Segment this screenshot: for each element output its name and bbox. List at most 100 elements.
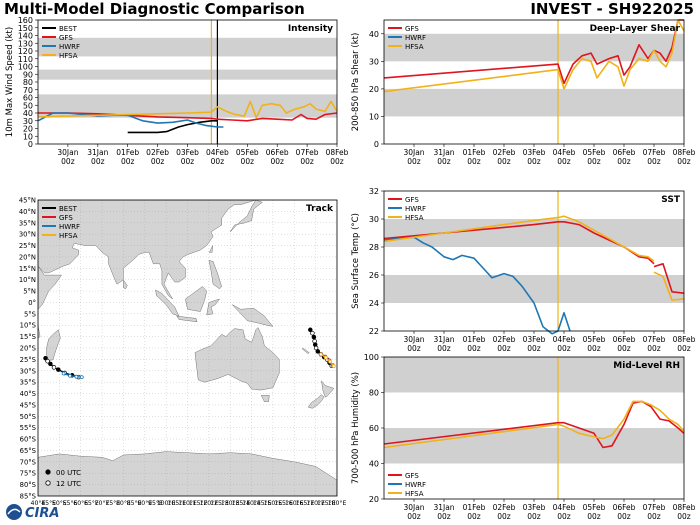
sst-ytick-label: 24 — [369, 299, 379, 308]
shear-xtick-sub: 00z — [587, 157, 601, 166]
rh-legend-label: GFS — [405, 472, 419, 480]
track-lon-label: 150°E — [264, 499, 283, 507]
intensity-ylabel: 10m Max Wind Speed (kt) — [5, 27, 15, 137]
intensity-ytick-label: 160 — [18, 16, 33, 25]
sst-xtick-sub: 00z — [557, 344, 571, 353]
track-lon-label: 90°E — [137, 499, 152, 507]
shear-xtick-label: 05Feb — [583, 148, 606, 157]
asia-landmass — [38, 200, 337, 300]
rh-xtick-sub: 00z — [467, 512, 481, 521]
sst-xtick-label: 31Jan — [433, 335, 454, 344]
shear-xtick-label: 30Jan — [403, 148, 424, 157]
track-lat-label: 80°S — [20, 481, 36, 489]
intensity-xtick-label: 01Feb — [116, 148, 139, 157]
australia — [194, 327, 280, 391]
shear-xtick-label: 31Jan — [433, 148, 454, 157]
track-lon-label: 175°E — [317, 499, 336, 507]
track-lon-label: 45°E — [41, 499, 56, 507]
philippines — [208, 260, 222, 290]
shear-ytick-label: 40 — [369, 30, 379, 39]
rh-xtick-label: 04Feb — [553, 503, 576, 512]
track-point-hfsa — [331, 364, 336, 369]
track-lon-label: 115°E — [189, 499, 208, 507]
intensity-xtick-sub: 00z — [121, 157, 135, 166]
track-point-best — [56, 367, 61, 372]
intensity-ytick-label: 10 — [23, 132, 33, 141]
sst-ytick-label: 32 — [369, 187, 379, 196]
sst-xtick-sub: 00z — [617, 344, 631, 353]
rh-xtick-label: 01Feb — [463, 503, 486, 512]
track-lon-label: 55°E — [63, 499, 78, 507]
track-title: Track — [306, 204, 334, 214]
rh-title: Mid-Level RH — [613, 361, 680, 371]
taiwan — [208, 245, 213, 253]
intensity-series-hfsa — [37, 100, 338, 119]
shear-xtick-label: 08Feb — [673, 148, 696, 157]
rh-band — [384, 357, 684, 393]
track-point-hwrf — [68, 373, 72, 378]
rh-xtick-sub: 00z — [407, 512, 421, 521]
track-point-best — [310, 330, 315, 336]
track-point-best — [48, 361, 53, 367]
shear-xtick-sub: 00z — [467, 157, 481, 166]
track-lat-label: 45°N — [19, 197, 36, 205]
rh-xtick-sub: 00z — [677, 512, 691, 521]
intensity-xtick-label: 04Feb — [206, 148, 229, 157]
shear-xtick-label: 07Feb — [643, 148, 666, 157]
intensity-xtick-label: 08Feb — [326, 148, 349, 157]
intensity-band — [38, 37, 337, 57]
intensity-ytick-label: 130 — [18, 39, 33, 48]
rh-xtick-label: 08Feb — [673, 503, 696, 512]
shear-xtick-sub: 00z — [647, 157, 661, 166]
horn-of-africa — [38, 265, 62, 310]
track-line-hfsa — [320, 353, 335, 367]
intensity-title: Intensity — [288, 24, 333, 34]
track-map: 45°N 40°N 35°N 30°N 25°N 20°N 15°N 10°N 5°N 0° 5°S… — [19, 197, 347, 508]
rh-ylabel: 700-500 hPa Humidity (%) — [351, 372, 361, 484]
intensity-xtick-sub: 00z — [181, 157, 195, 166]
track-lon-label: 135°E — [231, 499, 250, 507]
track-lon-label: 100°E — [157, 499, 176, 507]
sst-xtick-label: 04Feb — [553, 335, 576, 344]
shear-xtick-label: 06Feb — [613, 148, 636, 157]
track-lat-label: 10°S — [20, 322, 36, 330]
sst-title: SST — [661, 195, 681, 205]
track-legend-label: BEST — [59, 205, 78, 213]
intensity-ytick-label: 70 — [23, 86, 33, 95]
sst-xtick-label: 05Feb — [583, 335, 606, 344]
shear-band — [384, 33, 684, 62]
intensity-ytick-label: 100 — [18, 63, 33, 72]
rh-xtick-label: 03Feb — [523, 503, 546, 512]
track-legend-label: GFS — [59, 214, 73, 222]
tasmania — [260, 395, 270, 402]
track-lat-label: 75°S — [20, 470, 36, 478]
intensity-ytick-label: 120 — [18, 47, 33, 56]
intensity-xtick-sub: 00z — [241, 157, 255, 166]
sst-legend-label: HFSA — [405, 214, 424, 222]
shear-ylabel: 200-850 hPa Shear (kt) — [351, 33, 361, 132]
intensity-ytick-label: 90 — [23, 70, 33, 79]
track-graticule — [38, 200, 337, 496]
track-point-best — [313, 345, 319, 351]
track-lon-label: 120°E — [199, 499, 218, 507]
shear-band — [384, 88, 684, 117]
track-lat-label: 65°S — [20, 447, 36, 455]
shear-xtick-label: 03Feb — [523, 148, 546, 157]
shear-legend-label: HFSA — [405, 43, 424, 51]
track-point-hfsa — [323, 355, 328, 360]
intensity-xtick-sub: 00z — [151, 157, 165, 166]
intensity-xtick-sub: 00z — [61, 157, 75, 166]
sst-legend-label: GFS — [405, 196, 419, 204]
track-lon-label: 105°E — [167, 499, 186, 507]
rh-xtick-label: 02Feb — [493, 503, 516, 512]
intensity-ytick-label: 40 — [23, 109, 33, 118]
rh-xtick-sub: 00z — [557, 512, 571, 521]
sst-xtick-label: 01Feb — [463, 335, 486, 344]
rh-chart: 20 40 60 80 100 700-500 hPa Humidity (%) Mid-L… — [351, 353, 696, 521]
rh-band — [384, 428, 684, 464]
shear-series-hfsa — [383, 19, 685, 93]
track-point-hfsa — [328, 359, 333, 364]
track-lat-label: 15°N — [19, 265, 36, 273]
track-point-hfsa — [319, 352, 323, 357]
track-lat-label: 5°N — [23, 288, 36, 296]
